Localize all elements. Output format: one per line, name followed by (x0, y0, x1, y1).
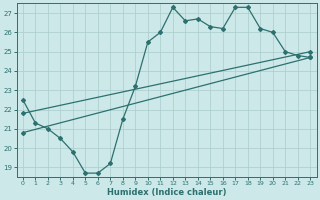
X-axis label: Humidex (Indice chaleur): Humidex (Indice chaleur) (107, 188, 226, 197)
